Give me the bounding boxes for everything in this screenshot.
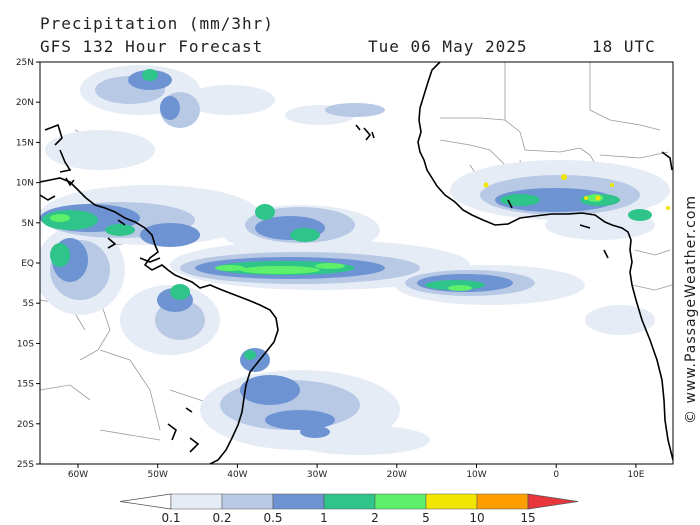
- precip-layer-yellow: [483, 174, 670, 210]
- lat-label: 25N: [16, 58, 34, 68]
- longitude-labels: 60W 50W 40W 30W 20W 10W 0 10E: [68, 470, 645, 480]
- forecast-model: GFS 132 Hour Forecast: [40, 37, 264, 56]
- lat-label: 10N: [16, 179, 34, 189]
- longitude-ticks: [77, 464, 637, 468]
- africa-coast: [417, 62, 673, 461]
- africa-landmass: [419, 62, 673, 464]
- lon-label: 50W: [148, 470, 168, 480]
- lat-label: 15S: [17, 380, 34, 390]
- lon-label: 60W: [68, 470, 88, 480]
- coastlines: [40, 62, 673, 464]
- forecast-time: 18 UTC: [592, 37, 656, 56]
- lat-label: 20N: [16, 98, 34, 108]
- south-america-coast: [40, 177, 279, 464]
- map-title: Precipitation (mm/3hr): [40, 14, 274, 33]
- lat-label: EQ: [21, 259, 34, 269]
- lon-label: 30W: [307, 470, 327, 480]
- lat-label: 15N: [16, 138, 34, 148]
- map-area: [40, 62, 673, 464]
- latitude-labels: 25N 20N 15N 10N 5N EQ 5S 10S 15S 20S 25S: [16, 58, 34, 470]
- lat-label: 25S: [17, 460, 34, 470]
- lat-label: 20S: [17, 420, 34, 430]
- lat-label: 10S: [17, 339, 34, 349]
- lon-label: 40W: [227, 470, 247, 480]
- site-credit: © www.PassageWeather.com: [683, 194, 699, 424]
- forecast-date: Tue 06 May 2025: [368, 37, 528, 56]
- lon-label: 10W: [466, 470, 486, 480]
- lat-label: 5S: [23, 299, 35, 309]
- lat-label: 5N: [22, 219, 34, 229]
- lon-label: 20W: [387, 470, 407, 480]
- latitude-ticks: [36, 61, 40, 465]
- lon-label: 10E: [627, 470, 644, 480]
- lon-label: 0: [553, 470, 559, 480]
